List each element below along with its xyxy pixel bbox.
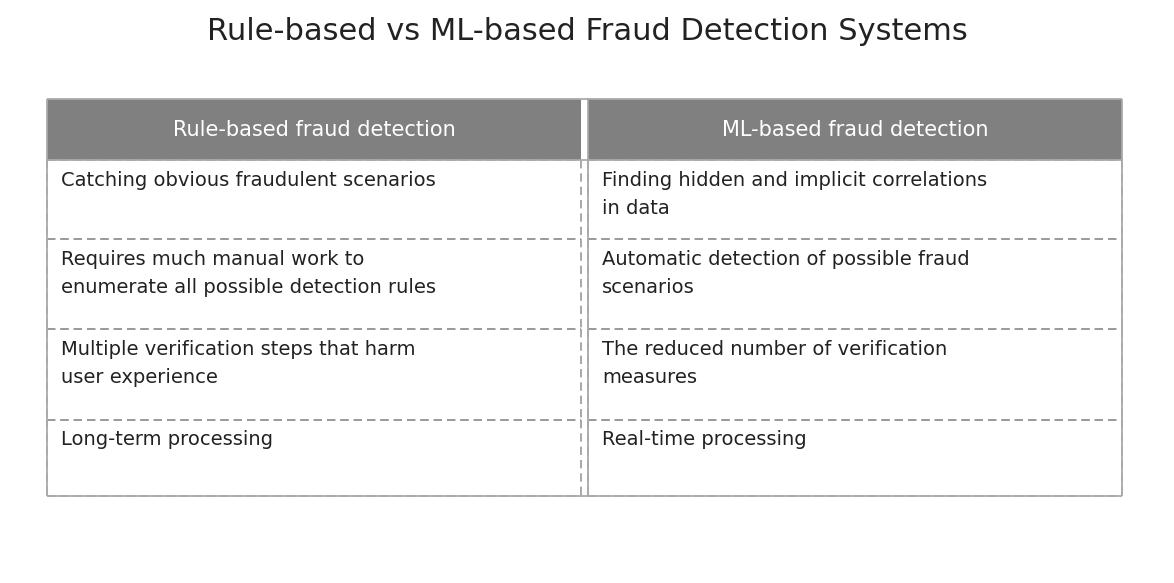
Text: Finding hidden and implicit correlations
in data: Finding hidden and implicit correlations… <box>602 171 987 218</box>
Text: Automatic detection of possible fraud
scenarios: Automatic detection of possible fraud sc… <box>602 250 970 297</box>
Text: Requires much manual work to
enumerate all possible detection rules: Requires much manual work to enumerate a… <box>61 250 436 297</box>
Text: Rule-based vs ML-based Fraud Detection Systems: Rule-based vs ML-based Fraud Detection S… <box>207 17 967 47</box>
Text: Multiple verification steps that harm
user experience: Multiple verification steps that harm us… <box>61 340 416 387</box>
Text: Catching obvious fraudulent scenarios: Catching obvious fraudulent scenarios <box>61 171 436 190</box>
Text: ML-based fraud detection: ML-based fraud detection <box>722 120 989 140</box>
Text: The reduced number of verification
measures: The reduced number of verification measu… <box>602 340 947 387</box>
Text: Rule-based fraud detection: Rule-based fraud detection <box>173 120 456 140</box>
Text: Long-term processing: Long-term processing <box>61 430 274 449</box>
Text: Real-time processing: Real-time processing <box>602 430 807 449</box>
